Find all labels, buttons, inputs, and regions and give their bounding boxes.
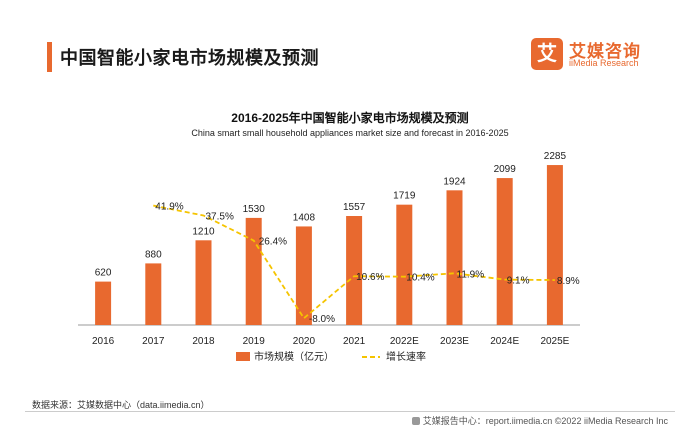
bar-2019 bbox=[245, 217, 262, 325]
bar-value-label-2019: 1530 bbox=[243, 204, 266, 215]
growth-label-2025E: 8.9% bbox=[557, 276, 580, 287]
x-tick-label-2018: 2018 bbox=[192, 336, 215, 347]
footer-divider bbox=[25, 411, 675, 412]
chart-title: 2016-2025年中国智能小家电市场规模及预测 bbox=[231, 111, 469, 125]
bar-2023E bbox=[446, 190, 463, 325]
bar-value-label-2017: 880 bbox=[145, 249, 162, 260]
data-source-note: 数据来源：艾媒数据中心（data.iimedia.cn） bbox=[32, 400, 210, 410]
growth-rate-line bbox=[153, 204, 555, 320]
bar-2025E bbox=[546, 165, 563, 325]
growth-label-2020: -8.0% bbox=[309, 314, 335, 325]
logo-text-en: iiMedia Research bbox=[569, 58, 639, 68]
bar-2016 bbox=[95, 281, 112, 325]
x-tick-label-2019: 2019 bbox=[243, 336, 266, 347]
x-tick-label-2020: 2020 bbox=[293, 336, 316, 347]
bar-value-label-2020: 1408 bbox=[293, 212, 316, 223]
x-tick-label-2017: 2017 bbox=[142, 336, 165, 347]
copyright-note: 艾媒报告中心：report.iimedia.cn ©2022 iiMedia R… bbox=[411, 414, 668, 427]
growth-label-2019: 26.4% bbox=[259, 237, 287, 248]
iimedia-small-icon bbox=[411, 417, 420, 425]
x-tick-label-2021: 2021 bbox=[343, 336, 366, 347]
bar-value-label-2021: 1557 bbox=[343, 202, 366, 213]
logo-text-cn: 艾媒咨询 bbox=[569, 42, 641, 61]
title-accent-bar bbox=[47, 42, 52, 72]
growth-label-2021: 10.6% bbox=[356, 272, 384, 283]
x-tick-label-2022E: 2022E bbox=[390, 336, 419, 347]
bar-2017 bbox=[145, 263, 162, 325]
chart-subtitle: China smart small household appliances m… bbox=[191, 128, 509, 138]
bar-2018 bbox=[195, 240, 212, 325]
bar-value-label-2024E: 2099 bbox=[494, 164, 517, 175]
iimedia-logo: 艾 艾媒咨询 iiMedia Research bbox=[531, 38, 671, 78]
x-tick-label-2025E: 2025E bbox=[540, 336, 569, 347]
bar-2020 bbox=[295, 226, 312, 325]
logo-mark-icon: 艾 bbox=[531, 38, 563, 70]
bar-2024E bbox=[496, 178, 513, 325]
bar-2022E bbox=[396, 204, 413, 325]
bar-2021 bbox=[346, 216, 363, 325]
bar-value-label-2022E: 1719 bbox=[393, 191, 416, 202]
growth-label-2017: 41.9% bbox=[155, 202, 183, 213]
copyright-text: 艾媒报告中心：report.iimedia.cn ©2022 iiMedia R… bbox=[422, 416, 668, 426]
legend-line-label: 增长速率 bbox=[386, 350, 426, 363]
page-title: 中国智能小家电市场规模及预测 bbox=[60, 48, 319, 68]
bar-value-label-2025E: 2285 bbox=[544, 151, 567, 162]
bar-value-label-2016: 620 bbox=[95, 268, 112, 279]
bar-value-label-2018: 1210 bbox=[192, 226, 215, 237]
growth-label-2018: 37.5% bbox=[206, 212, 234, 223]
x-tick-label-2023E: 2023E bbox=[440, 336, 469, 347]
legend-bar-label: 市场规模（亿元） bbox=[254, 350, 334, 363]
growth-label-2022E: 10.4% bbox=[406, 273, 434, 284]
x-tick-label-2016: 2016 bbox=[92, 336, 115, 347]
growth-label-2023E: 11.9% bbox=[457, 269, 485, 280]
legend-bar-swatch bbox=[236, 352, 250, 361]
growth-label-2024E: 9.1% bbox=[507, 276, 530, 287]
x-tick-label-2024E: 2024E bbox=[490, 336, 519, 347]
bar-value-label-2023E: 1924 bbox=[443, 176, 466, 187]
